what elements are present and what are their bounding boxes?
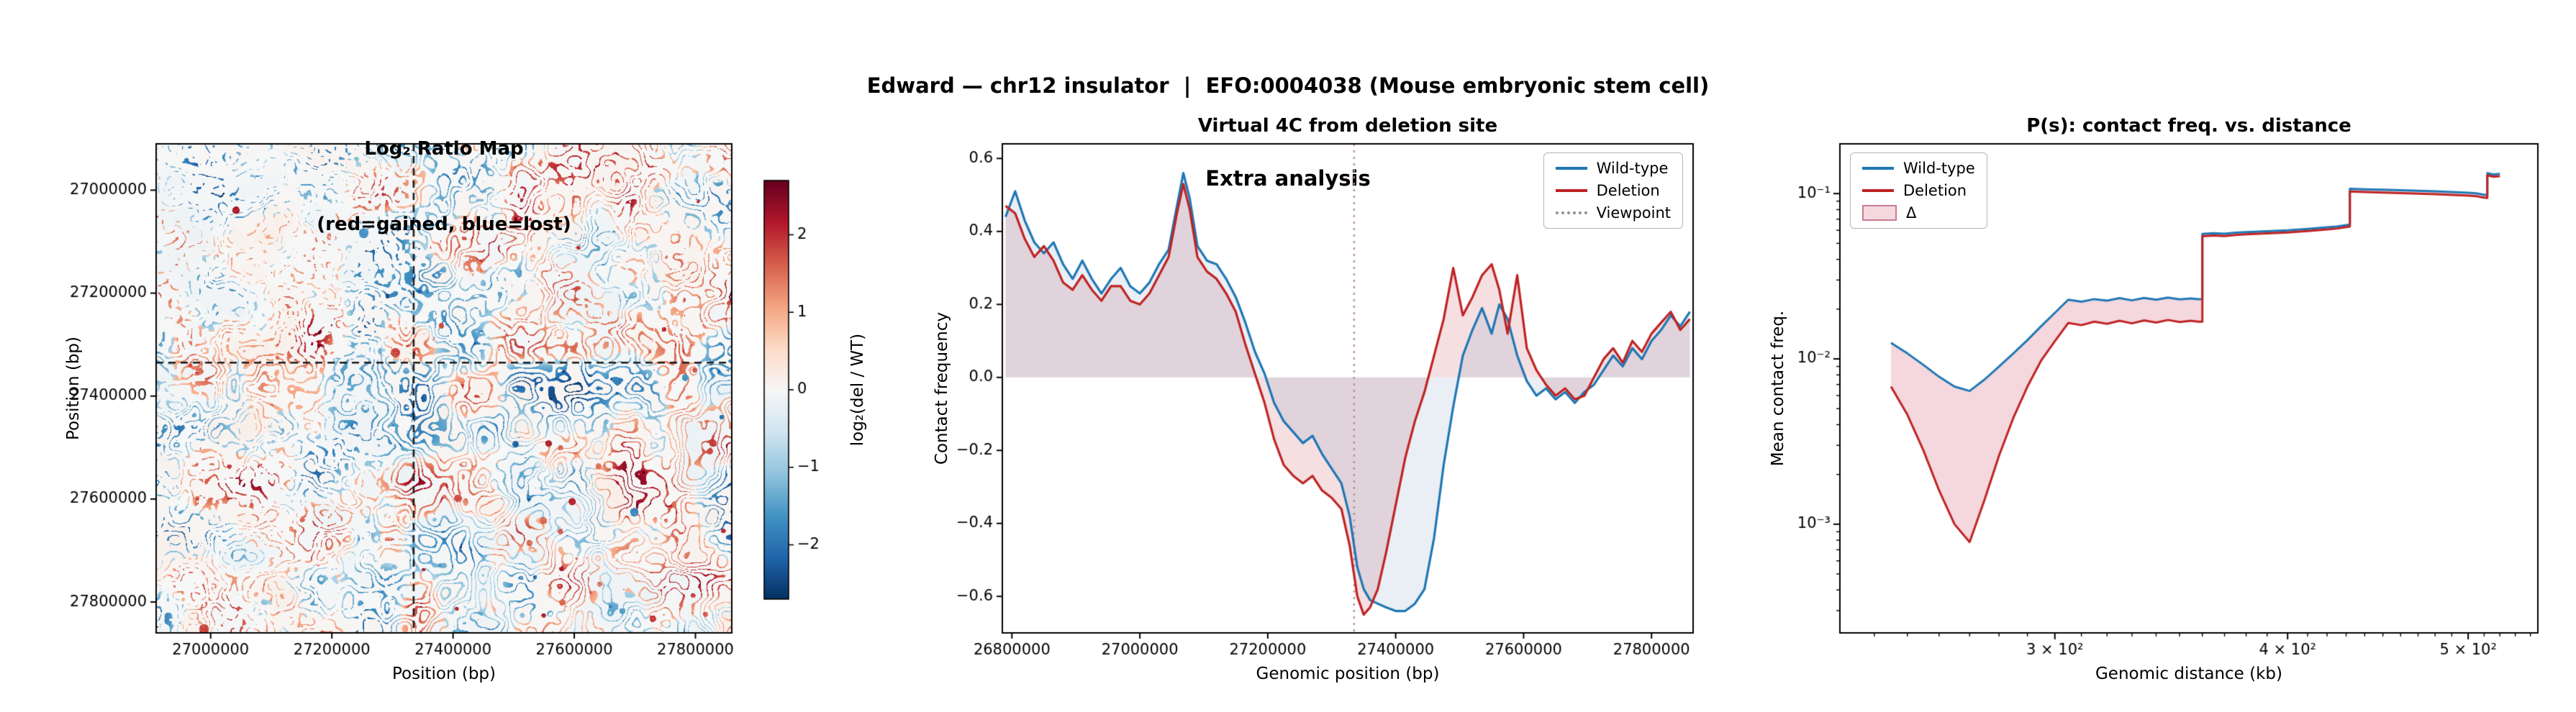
ps-ylabel: Mean contact freq. <box>1769 310 1787 467</box>
legend-label: Deletion <box>1596 182 1660 199</box>
legend-label: Deletion <box>1903 182 1967 199</box>
panel-virtual-4c: Virtual 4C from deletion site Genomic po… <box>892 72 1734 712</box>
virtual4c-legend: Wild-type Deletion Viewpoint <box>1543 152 1683 229</box>
legend-item-wild-type: Wild-type <box>1862 160 1975 177</box>
virtual4c-title: Virtual 4C from deletion site <box>1197 115 1498 137</box>
legend-patch-swatch <box>1862 205 1897 221</box>
colorbar-label: log₂(del / WT) <box>848 333 867 447</box>
virtual4c-ylabel: Contact frequency <box>933 311 951 465</box>
panel-ps-curve: P(s): contact freq. vs. distance Genomic… <box>1734 72 2576 712</box>
legend-line-swatch <box>1862 189 1894 192</box>
legend-item--: Δ <box>1862 204 1975 222</box>
legend-label: Wild-type <box>1903 160 1975 177</box>
legend-label: Δ <box>1906 204 1917 222</box>
legend-item-viewpoint: Viewpoint <box>1555 204 1671 222</box>
heatmap-canvas <box>0 72 892 712</box>
legend-line-swatch <box>1555 189 1587 192</box>
legend-line-swatch <box>1555 167 1587 170</box>
ps-title: P(s): contact freq. vs. distance <box>2026 115 2351 137</box>
legend-item-deletion: Deletion <box>1862 182 1975 199</box>
legend-line-swatch <box>1555 211 1587 214</box>
legend-label: Viewpoint <box>1596 204 1671 222</box>
legend-line-swatch <box>1862 167 1894 170</box>
heatmap-title-line1: Log₂ Ratio Map <box>364 138 524 160</box>
heatmap-xlabel: Position (bp) <box>391 665 496 683</box>
legend-item-wild-type: Wild-type <box>1555 160 1671 177</box>
heatmap-title: Log₂ Ratio Map (red=gained, blue=lost) <box>156 86 732 288</box>
ps-xlabel: Genomic distance (kb) <box>2095 665 2282 683</box>
legend-item-deletion: Deletion <box>1555 182 1671 199</box>
panel-log2-ratio-map: Log₂ Ratio Map (red=gained, blue=lost) P… <box>0 72 892 712</box>
ps-legend: Wild-type Deletion Δ <box>1850 152 1987 229</box>
heatmap-title-line2: (red=gained, blue=lost) <box>317 214 571 235</box>
legend-label: Wild-type <box>1596 160 1669 177</box>
heatmap-ylabel: Position (bp) <box>64 337 83 441</box>
virtual4c-xlabel: Genomic position (bp) <box>1256 665 1440 683</box>
